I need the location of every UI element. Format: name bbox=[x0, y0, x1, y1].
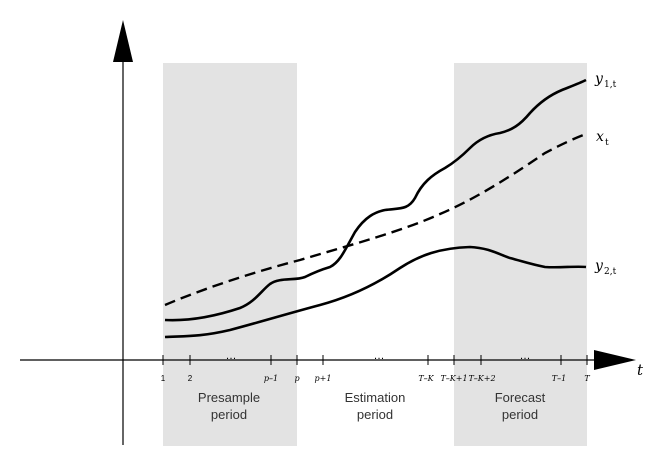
series-y1-curve bbox=[164, 78, 587, 322]
series-y2-subscript: 2,t bbox=[604, 267, 617, 277]
series-x-dashed-curve bbox=[164, 132, 587, 307]
series-y1-subscript: 1,t bbox=[604, 80, 617, 90]
tick-label-t-minus-k-plus-2: T–K+2 bbox=[468, 374, 495, 383]
tick-label-p-plus-1: p+1 bbox=[315, 374, 332, 383]
presample-label-line2: period bbox=[211, 407, 247, 422]
series-y1-label: y bbox=[594, 71, 604, 87]
tick-dots-3: … bbox=[520, 350, 531, 362]
estimation-label-line2: period bbox=[357, 407, 393, 422]
tick-label-t-minus-k-plus-1: T–K+1 bbox=[440, 374, 467, 383]
x-axis-label: t bbox=[637, 361, 644, 379]
tick-label-t: T bbox=[584, 374, 590, 383]
series-x-label: x bbox=[596, 129, 604, 145]
tick-label-p: p bbox=[294, 374, 299, 383]
forecast-shade bbox=[454, 63, 587, 446]
tick-label-t-minus-k: T–K bbox=[418, 374, 434, 383]
series-x-subscript: t bbox=[605, 138, 609, 148]
series-y2-curve bbox=[164, 245, 587, 339]
tick-dots-2: … bbox=[374, 350, 385, 362]
estimation-label-line1: Estimation bbox=[345, 390, 406, 405]
series-y2-label: y bbox=[594, 258, 604, 274]
tick-label-2: 2 bbox=[188, 374, 193, 383]
presample-shade bbox=[163, 63, 297, 446]
tick-dots-1: … bbox=[226, 350, 237, 362]
tick-label-1: 1 bbox=[161, 374, 166, 383]
x-axis-arrow bbox=[594, 350, 636, 370]
tick-label-t-minus-1: T–1 bbox=[552, 374, 566, 383]
forecast-label-line1: Forecast bbox=[495, 390, 546, 405]
presample-label-line1: Presample bbox=[198, 390, 260, 405]
forecast-label-line2: period bbox=[502, 407, 538, 422]
tick-label-p-minus-1: p–1 bbox=[264, 374, 278, 383]
tick-marks bbox=[162, 355, 588, 365]
y-axis-arrow bbox=[113, 20, 133, 62]
